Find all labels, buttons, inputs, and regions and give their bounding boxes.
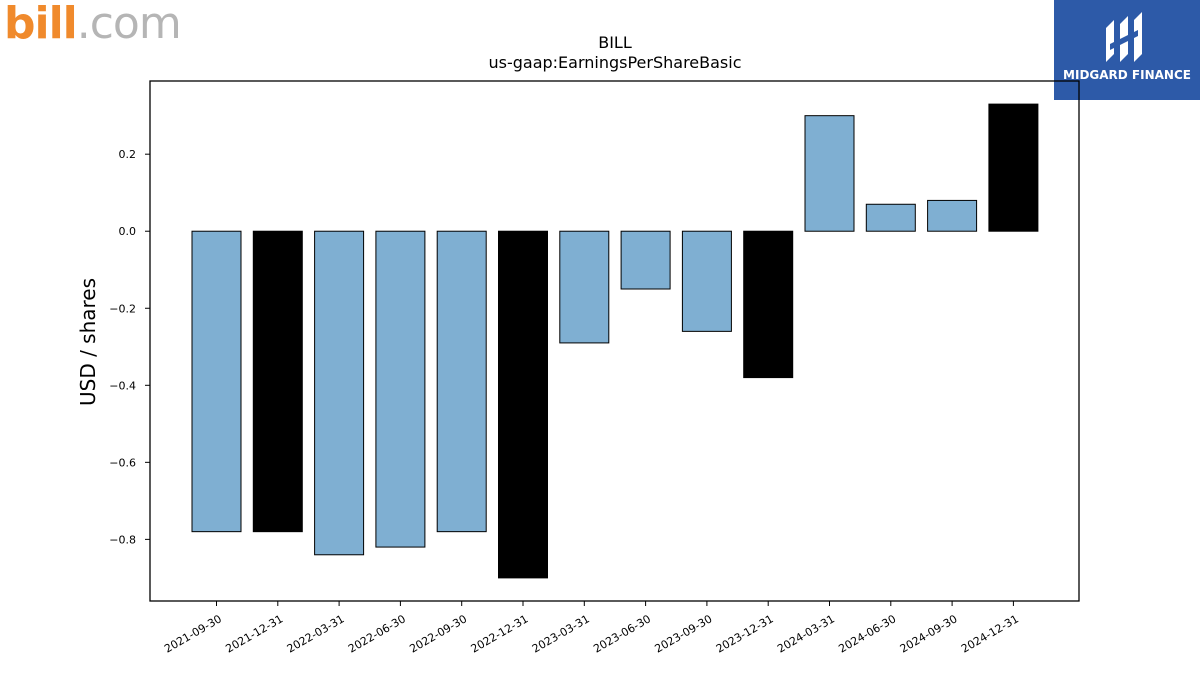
midgard-logo-text: MIDGARD FINANCE	[1063, 68, 1191, 82]
y-axis-label: USD / shares	[76, 278, 100, 406]
x-axis-ticks: 2021-09-30 2021-12-31 2022-03-31 2022-06-30…	[162, 601, 1021, 656]
x-tick-label: 2023-12-31	[714, 612, 776, 655]
x-tick-label: 2024-12-31	[959, 612, 1021, 655]
bar-2023-03-31	[559, 230, 610, 344]
bar-2022-06-30	[375, 230, 426, 548]
x-tick-label: 2024-06-30	[836, 612, 898, 655]
bar-2024-12-31	[988, 103, 1039, 232]
y-tick-label: −0.2	[109, 302, 136, 315]
bar-2024-09-30	[927, 199, 978, 232]
x-tick-label: 2024-09-30	[898, 612, 960, 655]
x-tick-label: 2024-03-31	[775, 612, 837, 655]
bar-2024-03-31	[804, 115, 855, 232]
x-tick-label: 2021-12-31	[223, 612, 285, 655]
midgard-finance-logo: MIDGARD FINANCE	[1054, 0, 1200, 100]
bill-logo-brand: bill	[4, 0, 78, 49]
x-tick-label: 2023-06-30	[591, 612, 653, 655]
bar-2023-06-30	[620, 230, 671, 290]
bar-2022-03-31	[314, 230, 365, 556]
y-tick-label: 0.0	[119, 225, 137, 238]
chart-subtitle: us-gaap:EarningsPerShareBasic	[488, 53, 741, 72]
x-tick-label: 2022-03-31	[285, 612, 347, 655]
bar-2023-12-31	[743, 230, 794, 379]
y-tick-label: −0.4	[109, 379, 136, 392]
y-axis-ticks: −0.8 −0.6 −0.4 −0.2 0.0 0.2	[109, 148, 150, 546]
bar-2021-12-31	[252, 230, 303, 533]
bar-2023-09-30	[681, 230, 732, 332]
chart-title: BILL	[598, 33, 632, 52]
bill-logo-tld: .com	[76, 0, 182, 49]
y-tick-label: −0.8	[109, 533, 136, 546]
midgard-mark-icon	[1106, 12, 1142, 62]
bars-group	[191, 103, 1039, 579]
plot-frame	[149, 80, 1080, 602]
y-tick-label: 0.2	[119, 148, 137, 161]
bar-2022-09-30	[436, 230, 487, 533]
x-tick-label: 2022-12-31	[469, 612, 531, 655]
x-tick-label: 2022-06-30	[346, 612, 408, 655]
x-tick-label: 2021-09-30	[162, 612, 224, 655]
bar-2024-06-30	[865, 203, 916, 232]
y-tick-label: −0.6	[109, 456, 136, 469]
bar-2022-12-31	[498, 230, 548, 579]
x-tick-label: 2022-09-30	[407, 612, 469, 655]
x-tick-label: 2023-03-31	[530, 612, 592, 655]
bar-2021-09-30	[191, 230, 242, 533]
x-tick-label: 2023-09-30	[653, 612, 715, 655]
bill-logo: bill.com	[4, 0, 182, 49]
